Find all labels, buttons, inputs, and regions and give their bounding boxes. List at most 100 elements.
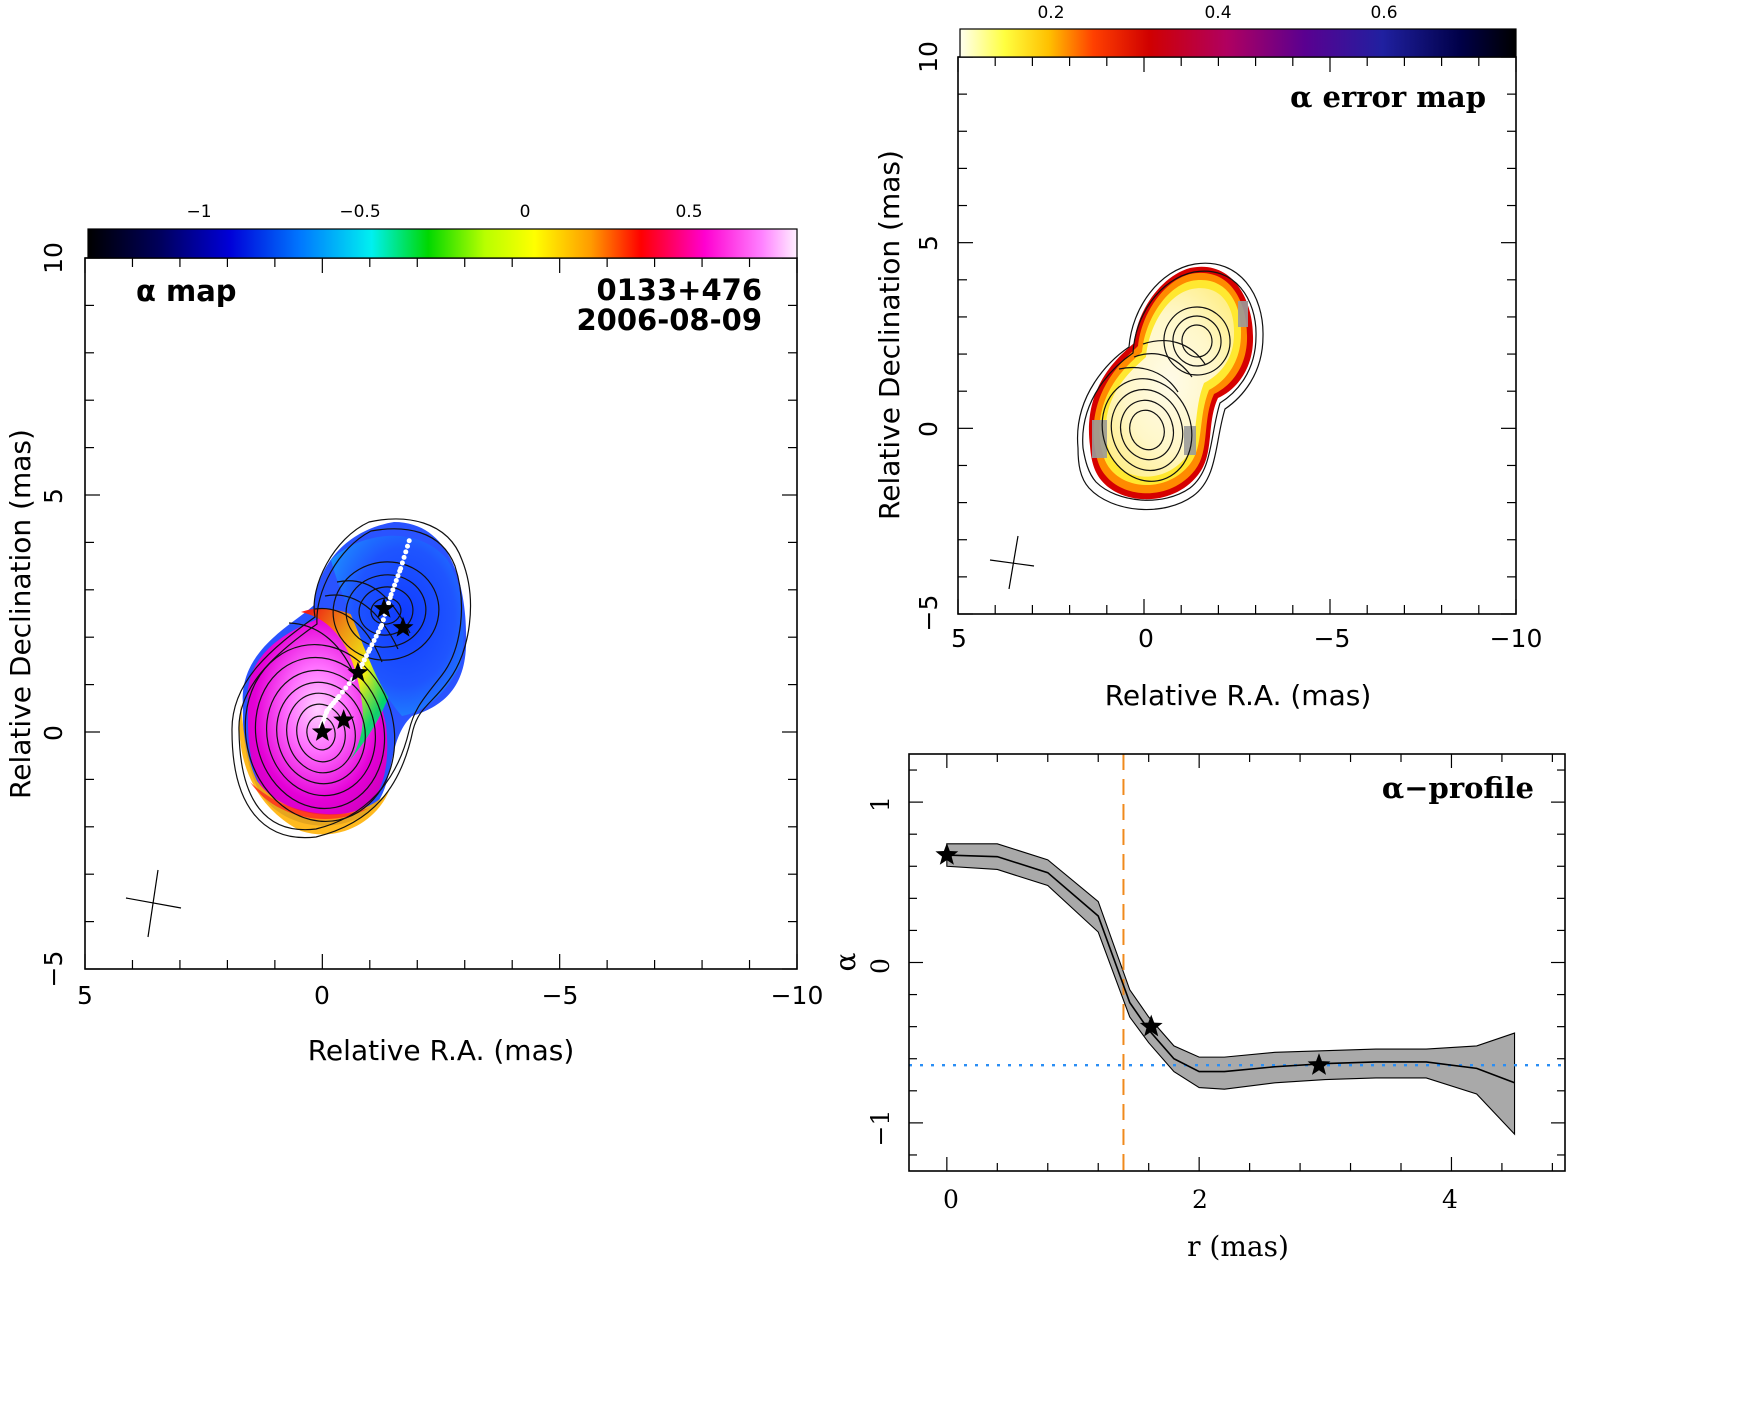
right-y-tick-minus5: −5 (914, 595, 943, 632)
alpha-map-panel: α map 0133+476 2006-08-09 Relative R.A. … (4, 202, 823, 1067)
right-y-tick-5: 5 (914, 235, 943, 251)
contour-core-5 (286, 692, 356, 774)
ridge-dot (390, 587, 396, 593)
error-map-contours (1076, 262, 1264, 511)
contour-core-6 (296, 703, 346, 763)
alpha-map-star (373, 597, 395, 618)
error-contour-2 (1082, 270, 1257, 501)
error-colorbar: 0.2 0.4 0.6 (959, 3, 1517, 58)
profile-title: α−profile (1382, 771, 1534, 805)
error-contour-1 (1076, 262, 1264, 511)
error-colorbar-label-2: 0.4 (1204, 3, 1231, 23)
alpha-map-title: α map (136, 274, 237, 308)
contour-core-7 (306, 715, 336, 751)
alpha-colorbar-label-3: 0 (520, 202, 531, 222)
alpha-map-star (311, 721, 333, 741)
alpha-colorbar-label-2: −0.5 (339, 202, 380, 222)
alpha-colorbar-strip (87, 228, 798, 259)
ridge-dot (371, 638, 377, 644)
right-x-tick-labels: 5 0 −5 −10 (951, 624, 1542, 653)
alpha-colorbar: −1 −0.5 0 0.5 (87, 202, 798, 259)
alpha-error-panel: α error map Relative R.A. (mas) Relative… (873, 3, 1542, 712)
ridge-dot (361, 657, 367, 663)
ridge-dot (375, 629, 381, 635)
error-contour-bridge-2 (1142, 340, 1206, 365)
profile-y-axis-title: α (829, 952, 862, 971)
contour-core-2 (254, 656, 386, 810)
contour-bridge-2 (324, 594, 399, 650)
contour-bridge-1 (314, 607, 383, 663)
contour-core-1 (244, 643, 396, 823)
alpha-map-star (392, 616, 414, 637)
error-contour-core-2 (1110, 388, 1184, 472)
left-x-tick-minus5: −5 (542, 981, 579, 1010)
profile-x-axis-title: r (mas) (1187, 1230, 1289, 1263)
profile-ticks (909, 754, 1565, 1171)
profile-x-tick-4: 4 (1442, 1185, 1458, 1214)
profile-x-tick-0: 0 (943, 1185, 959, 1214)
left-x-tick-5: 5 (77, 981, 93, 1010)
ridge-dot (380, 617, 386, 623)
ridge-dot (369, 642, 375, 648)
alpha-colorbar-label-1: −1 (186, 202, 211, 222)
ridge-dot (406, 538, 412, 544)
profile-x-tick-labels: 0 2 4 (943, 1185, 1458, 1214)
contour-jet-1 (332, 561, 440, 661)
ridge-dot (359, 661, 365, 667)
ridge-dot (395, 573, 401, 579)
ridge-dot (401, 554, 407, 560)
error-contour-jet-2 (1172, 315, 1222, 367)
ridge-dot (343, 685, 349, 691)
error-beam (989, 535, 1035, 590)
ridge-dot (386, 600, 392, 606)
left-y-tick-0: 0 (39, 725, 68, 741)
left-y-axis-title: Relative Declination (mas) (4, 429, 37, 799)
error-gray-patch-1 (1238, 301, 1248, 327)
ridge-dot (403, 549, 409, 555)
alpha-profile-panel: α−profile r (mas) α 0 2 4 −1 0 1 (829, 753, 1566, 1263)
profile-star (1139, 1014, 1163, 1037)
error-beam-minor-axis (1008, 535, 1019, 590)
ridge-dot (373, 633, 379, 639)
profile-x-tick-2: 2 (1192, 1185, 1208, 1214)
error-contour-bridge-3 (1118, 366, 1179, 393)
alpha-colorbar-tick-labels: −1 −0.5 0 0.5 (186, 202, 702, 222)
left-y-tick-10: 10 (39, 242, 68, 274)
ridge-dot (339, 689, 345, 695)
left-y-tick-labels: −5 0 5 10 (39, 242, 68, 987)
right-x-tick-minus5: −5 (1314, 624, 1351, 653)
beam-minor-axis (147, 869, 159, 938)
error-colorbar-tick-labels: 0.2 0.4 0.6 (1037, 3, 1397, 23)
ridge-dot (367, 646, 373, 652)
ridge-dot (336, 693, 342, 699)
profile-background (909, 754, 1565, 1171)
alpha-error-image (1076, 262, 1264, 511)
left-x-tick-minus10: −10 (771, 981, 824, 1010)
ridge-dot (398, 565, 404, 571)
left-x-tick-labels: 5 0 −5 −10 (77, 981, 823, 1010)
error-contour-core-4 (1129, 409, 1165, 451)
contour-jet-2 (345, 574, 427, 648)
core-edge-red (250, 782, 369, 820)
contour-jet-4 (370, 597, 402, 625)
contour-1 (231, 518, 472, 839)
ridge-dot (388, 592, 394, 598)
error-colorbar-strip (959, 28, 1517, 58)
right-x-tick-minus10: −10 (1490, 624, 1543, 653)
profile-star (935, 843, 959, 865)
observation-date: 2006-08-09 (577, 303, 763, 337)
left-y-tick-5: 5 (39, 488, 68, 504)
right-x-tick-5: 5 (951, 624, 967, 653)
error-contour-core-1 (1101, 378, 1193, 482)
alpha-colorbar-label-4: 0.5 (675, 202, 702, 222)
error-contour-jet-1 (1163, 306, 1231, 376)
alpha-map-star (347, 661, 369, 682)
left-y-tick-minus5: −5 (39, 951, 68, 988)
profile-star (1307, 1053, 1331, 1075)
right-x-axis-title: Relative R.A. (mas) (1105, 679, 1372, 712)
alpha-error-ticks (957, 56, 1517, 615)
profile-plot-area (909, 754, 1565, 1171)
contour-core-4 (276, 681, 366, 785)
alpha-map-stars (311, 597, 414, 741)
ridge-dot (363, 653, 369, 659)
